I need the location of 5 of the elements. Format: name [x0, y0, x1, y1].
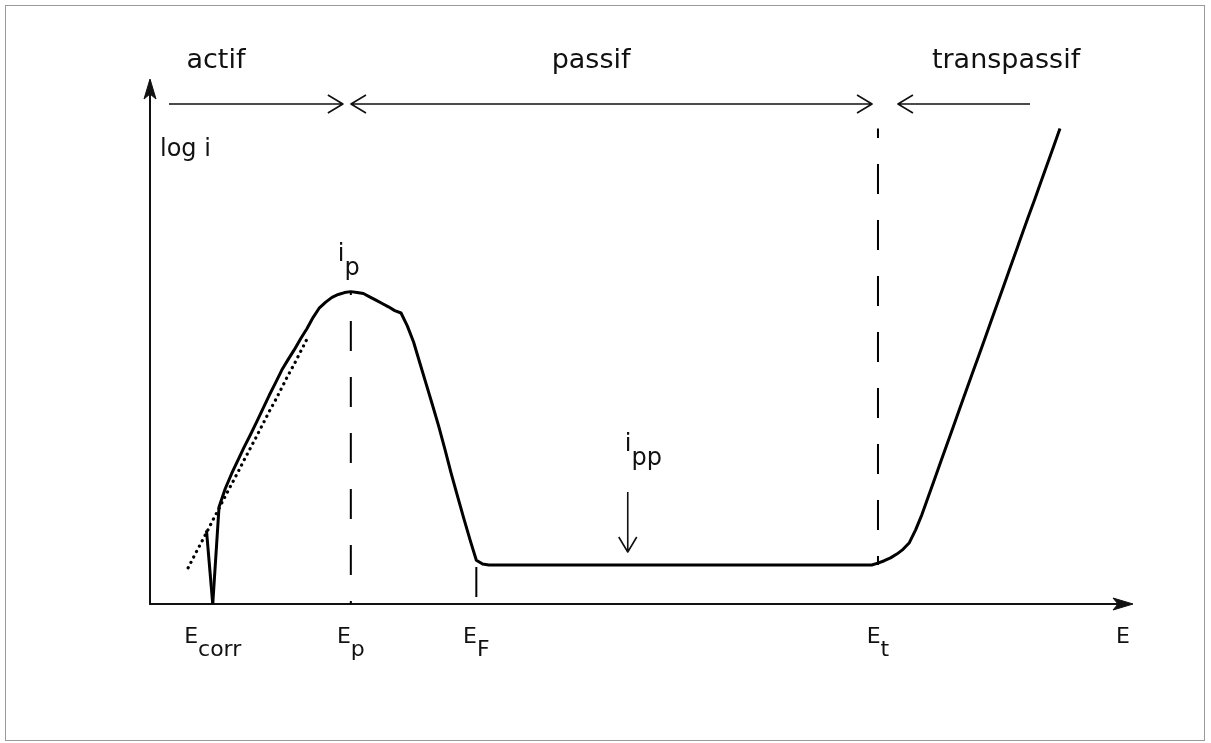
text: transpassif [931, 43, 1082, 74]
text: actif [186, 43, 247, 74]
text: passif [551, 43, 632, 74]
x-axis-title: E [1116, 623, 1130, 648]
y-axis-title: log i [160, 134, 211, 162]
